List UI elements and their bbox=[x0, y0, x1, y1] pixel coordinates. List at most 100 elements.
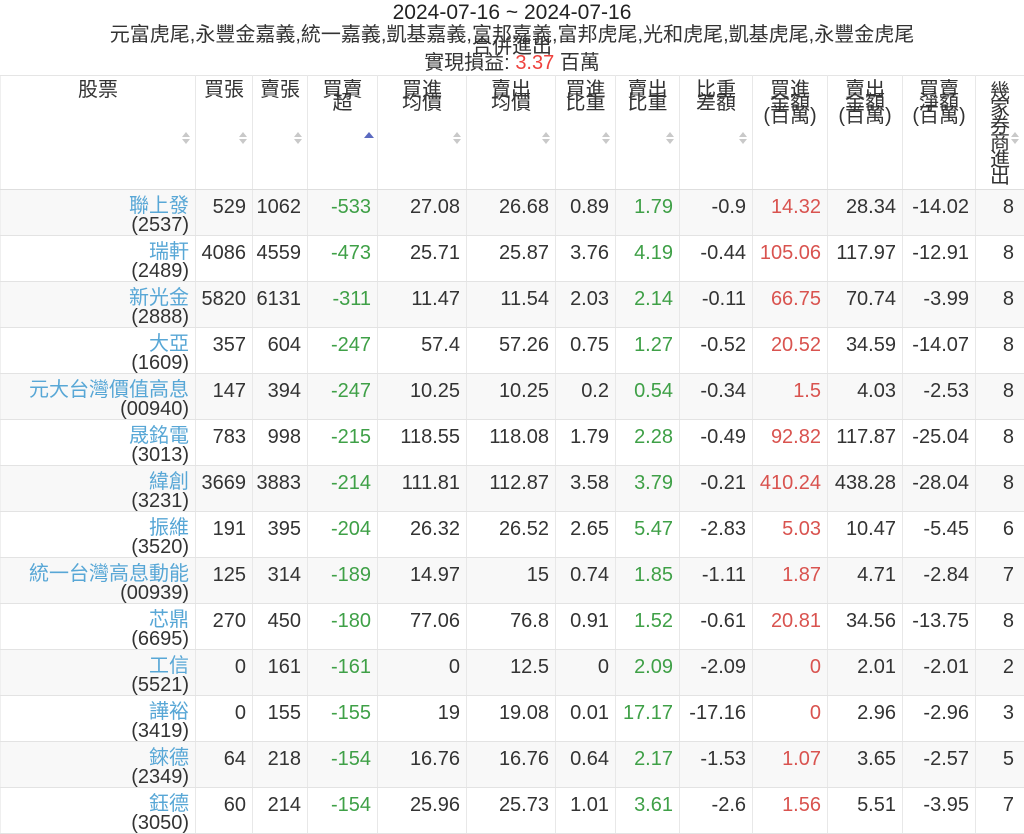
col-header-label: 賣張 bbox=[253, 76, 307, 97]
cell-stock: 統一台灣高息動能(00939) bbox=[1, 558, 196, 604]
stock-table: 股票買張賣張買賣超買進均價賣出均價買進比重賣出比重比重差額買進金額(百萬)賣出金… bbox=[0, 75, 1024, 834]
cell-buy-weight: 1.79 bbox=[556, 420, 616, 466]
cell-sell-weight: 17.17 bbox=[616, 696, 680, 742]
cell-net-lots: -473 bbox=[308, 236, 378, 282]
sort-toggle-icon bbox=[453, 132, 463, 144]
stock-code: (3419) bbox=[1, 721, 189, 741]
col-label-line: 比重 bbox=[556, 97, 615, 110]
col-header-label: 買賣淨額(百萬) bbox=[903, 76, 975, 123]
stock-name-link[interactable]: 鈺德 bbox=[1, 794, 189, 815]
cell-avg-buy-price: 16.76 bbox=[378, 742, 467, 788]
cell-weight-diff: -0.52 bbox=[680, 328, 753, 374]
cell-sell-lots: 395 bbox=[253, 512, 308, 558]
cell-avg-sell-price: 12.5 bbox=[467, 650, 556, 696]
cell-broker-count: 5 bbox=[976, 742, 1024, 788]
col-header-buy-amount[interactable]: 買進金額(百萬) bbox=[753, 76, 828, 190]
sort-down-arrow-icon bbox=[294, 139, 302, 144]
cell-broker-count: 7 bbox=[976, 788, 1024, 834]
col-header-net-amount[interactable]: 買賣淨額(百萬) bbox=[903, 76, 976, 190]
cell-sell-amount: 10.47 bbox=[828, 512, 903, 558]
cell-sell-lots: 1062 bbox=[253, 190, 308, 236]
cell-weight-diff: -2.83 bbox=[680, 512, 753, 558]
sort-up-arrow-icon bbox=[453, 132, 461, 137]
cell-weight-diff: -1.53 bbox=[680, 742, 753, 788]
col-label-line: 差額 bbox=[680, 97, 752, 110]
cell-avg-sell-price: 19.08 bbox=[467, 696, 556, 742]
cell-net-lots: -247 bbox=[308, 328, 378, 374]
cell-buy-lots: 3669 bbox=[196, 466, 253, 512]
table-header-row: 股票買張賣張買賣超買進均價賣出均價買進比重賣出比重比重差額買進金額(百萬)賣出金… bbox=[1, 76, 1024, 190]
cell-sell-weight: 3.61 bbox=[616, 788, 680, 834]
cell-sell-lots: 161 bbox=[253, 650, 308, 696]
col-label-line: 股票 bbox=[1, 84, 195, 97]
col-header-avg-buy-price[interactable]: 買進均價 bbox=[378, 76, 467, 190]
cell-buy-lots: 5820 bbox=[196, 282, 253, 328]
col-header-sell-weight[interactable]: 賣出比重 bbox=[616, 76, 680, 190]
cell-sell-weight: 2.17 bbox=[616, 742, 680, 788]
cell-sell-amount: 34.56 bbox=[828, 604, 903, 650]
col-header-stock[interactable]: 股票 bbox=[1, 76, 196, 190]
cell-sell-weight: 0.54 bbox=[616, 374, 680, 420]
sort-up-arrow-icon bbox=[739, 132, 747, 137]
col-header-sell-lots[interactable]: 賣張 bbox=[253, 76, 308, 190]
cell-net-lots: -154 bbox=[308, 788, 378, 834]
cell-avg-sell-price: 57.26 bbox=[467, 328, 556, 374]
cell-buy-lots: 4086 bbox=[196, 236, 253, 282]
col-header-label: 賣出比重 bbox=[616, 76, 679, 110]
cell-avg-sell-price: 25.87 bbox=[467, 236, 556, 282]
cell-buy-amount: 14.32 bbox=[753, 190, 828, 236]
cell-buy-lots: 191 bbox=[196, 512, 253, 558]
sort-down-arrow-icon bbox=[666, 139, 674, 144]
col-header-buy-weight[interactable]: 買進比重 bbox=[556, 76, 616, 190]
cell-buy-amount: 1.87 bbox=[753, 558, 828, 604]
cell-sell-weight: 3.79 bbox=[616, 466, 680, 512]
stock-code: (3520) bbox=[1, 537, 189, 557]
stock-code: (00939) bbox=[1, 583, 189, 603]
col-header-net-lots[interactable]: 買賣超 bbox=[308, 76, 378, 190]
cell-net-amount: -2.01 bbox=[903, 650, 976, 696]
sort-toggle-icon bbox=[294, 132, 304, 144]
col-header-label: 買賣超 bbox=[308, 76, 377, 110]
sort-down-arrow-icon bbox=[542, 139, 550, 144]
cell-sell-amount: 5.51 bbox=[828, 788, 903, 834]
cell-avg-buy-price: 0 bbox=[378, 650, 467, 696]
cell-net-lots: -155 bbox=[308, 696, 378, 742]
cell-stock: 鈺德(3050) bbox=[1, 788, 196, 834]
pnl-label: 實現損益: bbox=[424, 52, 510, 74]
stock-code: (3013) bbox=[1, 445, 189, 465]
cell-weight-diff: -0.21 bbox=[680, 466, 753, 512]
cell-buy-amount: 66.75 bbox=[753, 282, 828, 328]
sort-up-arrow-icon bbox=[1011, 132, 1019, 137]
cell-sell-lots: 450 bbox=[253, 604, 308, 650]
cell-sell-weight: 1.27 bbox=[616, 328, 680, 374]
cell-buy-amount: 20.52 bbox=[753, 328, 828, 374]
cell-sell-lots: 155 bbox=[253, 696, 308, 742]
cell-broker-count: 8 bbox=[976, 328, 1024, 374]
cell-buy-amount: 1.07 bbox=[753, 742, 828, 788]
cell-stock: 振維(3520) bbox=[1, 512, 196, 558]
cell-avg-buy-price: 77.06 bbox=[378, 604, 467, 650]
cell-net-amount: -28.04 bbox=[903, 466, 976, 512]
col-label-line: (百萬) bbox=[828, 110, 902, 123]
col-header-avg-sell-price[interactable]: 賣出均價 bbox=[467, 76, 556, 190]
stock-code: (1609) bbox=[1, 353, 189, 373]
col-header-sell-amount[interactable]: 賣出金額(百萬) bbox=[828, 76, 903, 190]
col-header-broker-count[interactable]: 幾家券商進出 bbox=[976, 76, 1024, 190]
cell-buy-weight: 0.2 bbox=[556, 374, 616, 420]
cell-sell-weight: 2.14 bbox=[616, 282, 680, 328]
cell-stock: 大亞(1609) bbox=[1, 328, 196, 374]
col-header-weight-diff[interactable]: 比重差額 bbox=[680, 76, 753, 190]
report-header: 2024-07-16 ~ 2024-07-16 元富虎尾,永豐金嘉義,統一嘉義,… bbox=[0, 0, 1024, 75]
stock-code: (2349) bbox=[1, 767, 189, 787]
col-header-label: 比重差額 bbox=[680, 76, 752, 110]
cell-buy-amount: 1.56 bbox=[753, 788, 828, 834]
cell-buy-weight: 0.91 bbox=[556, 604, 616, 650]
cell-buy-weight: 0.64 bbox=[556, 742, 616, 788]
cell-weight-diff: -0.61 bbox=[680, 604, 753, 650]
cell-avg-buy-price: 14.97 bbox=[378, 558, 467, 604]
col-header-buy-lots[interactable]: 買張 bbox=[196, 76, 253, 190]
stock-code: (3050) bbox=[1, 813, 189, 833]
